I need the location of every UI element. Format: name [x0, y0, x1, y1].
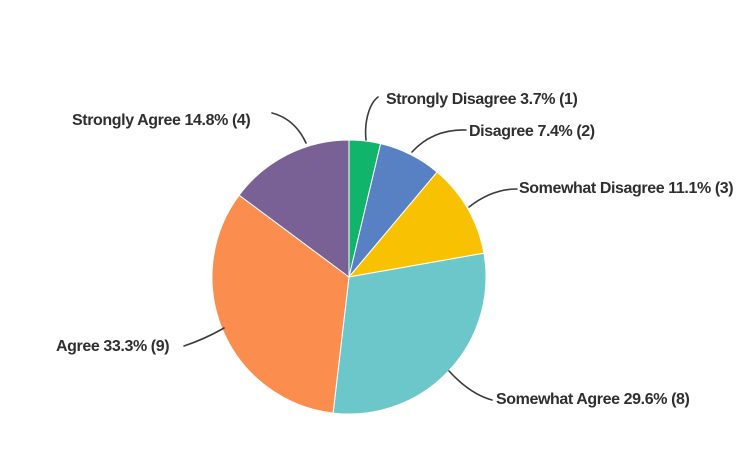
leader-line-disagree — [411, 129, 467, 153]
pie-slice-strongly-agree[interactable] — [238, 139, 350, 278]
slice-label-disagree: Disagree 7.4% (2) — [469, 123, 595, 140]
slice-label-agree: Agree 33.3% (9) — [56, 338, 170, 355]
pie-slice-somewhat-disagree[interactable] — [347, 171, 485, 278]
leader-line-somewhat-agree — [448, 370, 493, 401]
pie-slices-group — [211, 139, 487, 415]
leader-line-strongly-disagree — [364, 96, 379, 141]
pie-slice-agree[interactable] — [211, 194, 350, 414]
slice-label-somewhat-agree: Somewhat Agree 29.6% (8) — [496, 391, 690, 408]
leader-line-somewhat-disagree — [468, 188, 518, 208]
slice-label-somewhat-disagree: Somewhat Disagree 11.1% (3) — [519, 180, 734, 197]
pie-slice-somewhat-agree[interactable] — [332, 252, 487, 415]
leader-lines-group — [183, 96, 518, 401]
leader-line-strongly-agree — [271, 112, 307, 144]
slice-label-strongly-agree: Strongly Agree 14.8% (4) — [72, 112, 251, 129]
leader-line-agree — [183, 327, 225, 347]
slice-label-strongly-disagree: Strongly Disagree 3.7% (1) — [386, 91, 578, 108]
